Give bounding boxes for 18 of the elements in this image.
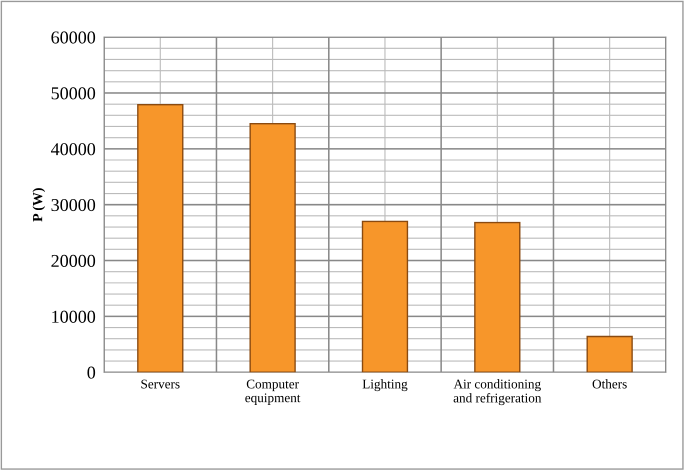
bar (586, 336, 633, 372)
x-tick-label: Others (592, 379, 627, 388)
y-tick-label: 50000 (52, 87, 96, 100)
x-tick-label: Air conditioning and refrigeration (454, 379, 542, 406)
bar (137, 104, 184, 372)
bar (474, 222, 520, 372)
y-axis-title: P (W) (32, 188, 46, 222)
y-tick-label: 30000 (52, 198, 96, 212)
y-tick-label: 10000 (52, 310, 96, 323)
bar (362, 220, 408, 372)
y-tick-label: 20000 (51, 254, 96, 267)
y-tick-label: 60000 (51, 31, 96, 44)
bar (249, 123, 296, 372)
x-tick-label: Servers (141, 380, 180, 388)
y-tick-label: 40000 (51, 143, 96, 156)
x-tick-label: Computer equipment (245, 380, 300, 405)
y-tick-label: 0 (87, 366, 96, 379)
x-tick-label: Lighting (362, 379, 408, 392)
